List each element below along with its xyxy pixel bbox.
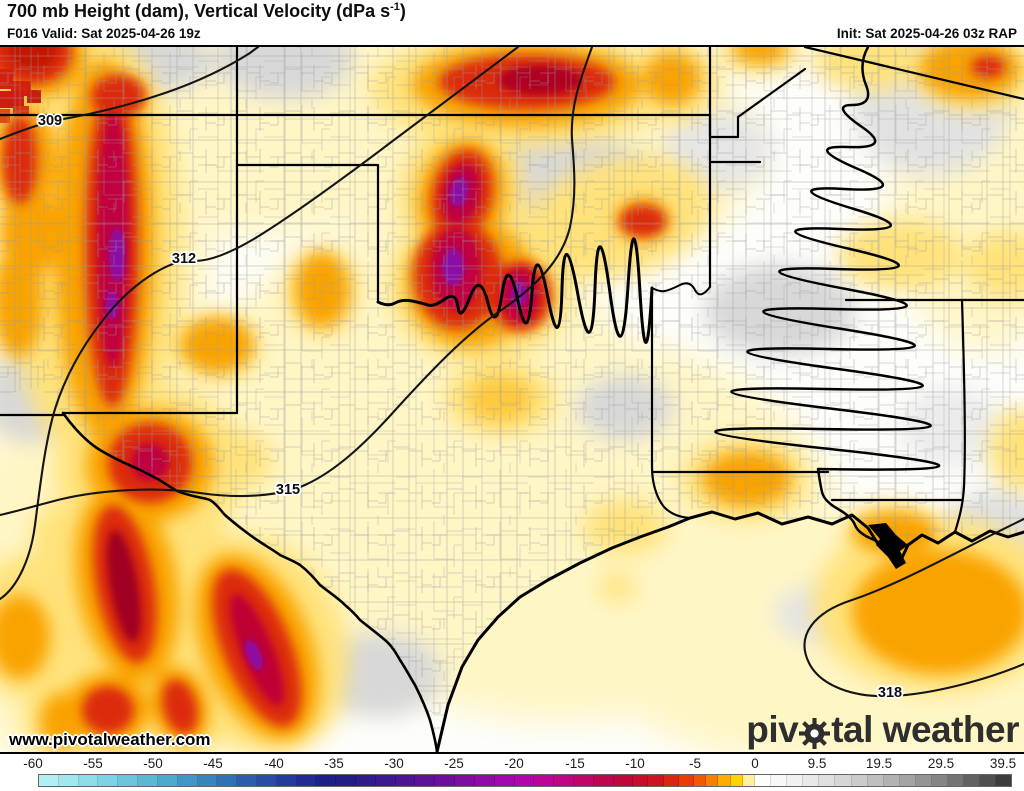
init-time-label: Init: Sat 2025-04-26 03z RAP xyxy=(836,26,1017,41)
colorbar: -60 -55 -50 -45 -40 -35 -30 -25 -20 -15 -10 -5 0 9.5 1… xyxy=(0,754,1024,791)
colorbar-tick-label: 9.5 xyxy=(807,756,827,771)
colorbar-segment xyxy=(276,775,297,786)
colorbar-segment xyxy=(534,775,555,786)
colorbar-segment xyxy=(963,775,980,786)
colorbar-segment xyxy=(78,775,99,786)
colorbar-segment xyxy=(58,775,79,786)
map-svg: 309 312 315 318 xyxy=(0,47,1024,752)
colorbar-tick-label: -30 xyxy=(384,756,404,771)
logo-text-part2: tal weather xyxy=(831,709,1019,750)
colorbar-segment xyxy=(915,775,932,786)
colorbar-gradient xyxy=(38,774,1012,787)
colorbar-segment xyxy=(706,775,719,786)
colorbar-segment xyxy=(336,775,356,786)
site-watermark: www.pivotalweather.com xyxy=(9,730,211,749)
colorbar-segment xyxy=(633,775,649,786)
colorbar-segment xyxy=(835,775,852,786)
contour-label: 315 xyxy=(276,482,300,498)
contour-label: 309 xyxy=(38,113,62,129)
colorbar-segment xyxy=(118,775,139,786)
state-borders xyxy=(0,47,1024,752)
colorbar-segment xyxy=(177,775,198,786)
valid-time-label: F016 Valid: Sat 2025-04-26 19z xyxy=(7,26,201,41)
colorbar-segment xyxy=(979,775,996,786)
colorbar-segment xyxy=(435,775,456,786)
colorbar-segment xyxy=(718,775,731,786)
colorbar-segment xyxy=(514,775,535,786)
colorbar-segment xyxy=(931,775,948,786)
colorbar-tick-label: -10 xyxy=(625,756,645,771)
colorbar-segment xyxy=(217,775,238,786)
colorbar-tick-label: -45 xyxy=(203,756,223,771)
colorbar-segment xyxy=(771,775,788,786)
colorbar-tick-label: 39.5 xyxy=(989,756,1017,771)
contour-label: 318 xyxy=(878,685,902,701)
colorbar-segment xyxy=(157,775,178,786)
colorbar-segment xyxy=(803,775,820,786)
contour-label: 312 xyxy=(172,251,196,267)
colorbar-tick-label: 29.5 xyxy=(927,756,955,771)
colorbar-segment xyxy=(39,775,59,786)
colorbar-segment xyxy=(138,775,158,786)
colorbar-segment xyxy=(455,775,475,786)
colorbar-segment xyxy=(356,775,376,786)
colorbar-segment xyxy=(237,775,257,786)
map-canvas: 309 312 315 318 www.pivotalweather.com piv xyxy=(0,47,1024,754)
colorbar-tick-label: -15 xyxy=(565,756,585,771)
logo-text-part1: piv xyxy=(746,709,799,750)
colorbar-segment xyxy=(678,775,694,786)
colorbar-segment xyxy=(693,775,707,786)
gear-icon xyxy=(799,717,831,749)
colorbar-segment xyxy=(494,775,515,786)
colorbar-segment xyxy=(474,775,495,786)
colorbar-tick-label: -5 xyxy=(688,756,702,771)
colorbar-tick-label: 0 xyxy=(751,756,759,771)
colorbar-tick-label: -25 xyxy=(444,756,464,771)
coastline xyxy=(435,510,1024,752)
colorbar-segment xyxy=(995,775,1011,786)
colorbar-segment xyxy=(316,775,337,786)
colorbar-segment xyxy=(730,775,743,786)
colorbar-segment xyxy=(375,775,396,786)
colorbar-tick-label: -40 xyxy=(264,756,284,771)
colorbar-segment xyxy=(755,775,772,786)
colorbar-segment xyxy=(883,775,900,786)
colorbar-segment xyxy=(648,775,664,786)
colorbar-tick-label: 19.5 xyxy=(865,756,893,771)
colorbar-segment xyxy=(742,775,756,786)
colorbar-segment xyxy=(819,775,836,786)
colorbar-tick-label: -20 xyxy=(504,756,524,771)
colorbar-tick-label: -55 xyxy=(83,756,103,771)
colorbar-segment xyxy=(613,775,634,786)
contour-labels-layer: 309 312 315 318 xyxy=(36,111,904,703)
pivotal-weather-logo: piv tal weather xyxy=(746,709,1019,751)
colorbar-segment xyxy=(395,775,416,786)
colorbar-tick-label: -35 xyxy=(324,756,344,771)
colorbar-segment xyxy=(663,775,679,786)
colorbar-tick-label: -50 xyxy=(143,756,163,771)
colorbar-tick-label: -60 xyxy=(23,756,43,771)
colorbar-segment xyxy=(787,775,804,786)
colorbar-segment xyxy=(296,775,317,786)
colorbar-ticks: -60 -55 -50 -45 -40 -35 -30 -25 -20 -15 -10 -5 0 9.5 1… xyxy=(0,756,1024,772)
colorbar-segment xyxy=(197,775,218,786)
colorbar-segment xyxy=(851,775,868,786)
colorbar-segment xyxy=(415,775,436,786)
colorbar-segment xyxy=(593,775,614,786)
colorbar-segment xyxy=(867,775,884,786)
colorbar-segment xyxy=(899,775,916,786)
colorbar-segment xyxy=(947,775,964,786)
colorbar-segment xyxy=(573,775,594,786)
height-contours xyxy=(0,47,1024,698)
map-header: 700 mb Height (dam), Vertical Velocity (… xyxy=(0,0,1024,47)
colorbar-segment xyxy=(256,775,277,786)
colorbar-segment xyxy=(98,775,119,786)
map-title: 700 mb Height (dam), Vertical Velocity (… xyxy=(7,1,406,21)
colorbar-segment xyxy=(554,775,574,786)
